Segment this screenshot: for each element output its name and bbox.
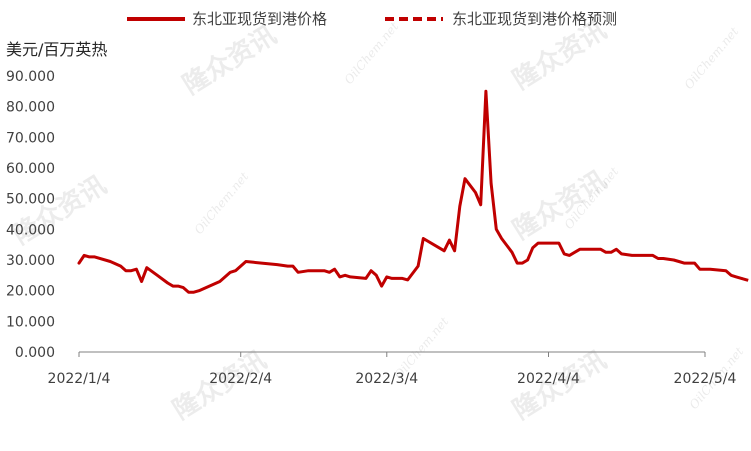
x-tick-label: 2022/4/4: [517, 371, 580, 387]
y-tick-label: 40.000: [6, 222, 55, 238]
x-axis: 2022/1/4 2022/2/4 2022/3/4 2022/4/4 2022/5/4: [48, 351, 737, 387]
y-tick-label: 0.000: [15, 345, 55, 361]
watermark-brand-cn: 隆众资讯: [178, 20, 282, 101]
y-tick-label: 60.000: [6, 161, 55, 177]
y-tick-label: 20.000: [6, 284, 55, 300]
y-tick-label: 30.000: [6, 253, 55, 269]
watermark-brand-en: OilChem.net: [192, 169, 252, 237]
y-tick-label: 50.000: [6, 192, 55, 208]
spot-price-series-line: [77, 89, 743, 294]
y-tick-label: 70.000: [6, 130, 55, 146]
y-tick-label: 80.000: [6, 100, 55, 116]
x-tick-label: 2022/1/4: [48, 371, 111, 387]
y-tick-label: 10.000: [6, 314, 55, 330]
watermark-brand-cn: 隆众资讯: [508, 165, 612, 246]
watermark-brand-en: OilChem.net: [682, 24, 742, 92]
legend-solid-label: 东北亚现货到港价格: [192, 10, 327, 28]
watermark-brand-en: OilChem.net: [342, 19, 402, 87]
forecast-series-line: [741, 276, 751, 283]
y-axis: 0.000 10.000 20.000 30.000 40.000 50.000 60.00…: [6, 69, 55, 361]
legend: 东北亚现货到港价格 东北亚现货到港价格预测: [127, 10, 617, 28]
legend-dashed-label: 东北亚现货到港价格预测: [452, 10, 617, 28]
series-lines: [77, 89, 751, 294]
watermark-brand-cn: 隆众资讯: [8, 170, 112, 251]
y-axis-unit-label: 美元/百万英热: [6, 40, 107, 59]
x-tick-label: 2022/2/4: [209, 371, 272, 387]
x-tick-label: 2022/5/4: [674, 371, 737, 387]
y-tick-label: 90.000: [6, 69, 55, 85]
x-tick-label: 2022/3/4: [355, 371, 418, 387]
